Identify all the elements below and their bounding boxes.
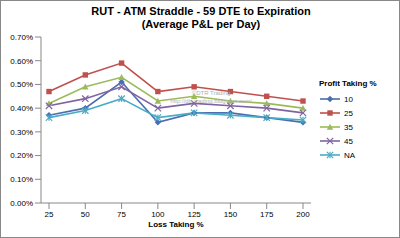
svg-text:0.20%: 0.20% bbox=[10, 151, 33, 160]
html-text:©DTR Trading: ©DTR Trading bbox=[191, 90, 231, 96]
svg-text:200: 200 bbox=[296, 210, 310, 219]
svg-text:125: 125 bbox=[187, 210, 201, 219]
svg-text:0.50%: 0.50% bbox=[10, 80, 33, 89]
svg-text:50: 50 bbox=[81, 210, 90, 219]
svg-text:25: 25 bbox=[45, 210, 54, 219]
svg-text:0.60%: 0.60% bbox=[10, 57, 33, 66]
html-text:45: 45 bbox=[344, 136, 353, 146]
svg-text:0.00%: 0.00% bbox=[10, 199, 33, 208]
svg-text:Loss Taking %: Loss Taking % bbox=[148, 220, 203, 229]
html-text:10: 10 bbox=[344, 94, 353, 104]
svg-text:0.10%: 0.10% bbox=[10, 175, 33, 184]
html-text:Profit Taking %: Profit Taking % bbox=[319, 79, 377, 88]
svg-text:0.70%: 0.70% bbox=[10, 33, 33, 42]
html-text:35: 35 bbox=[344, 122, 353, 132]
svg-text:150: 150 bbox=[224, 210, 238, 219]
svg-text:75: 75 bbox=[117, 210, 126, 219]
html-text:25: 25 bbox=[344, 108, 353, 118]
svg-text:0.40%: 0.40% bbox=[10, 104, 33, 113]
html-text:RUT - ATM Straddle - 59 DTE to: RUT - ATM Straddle - 59 DTE to Expiratio… bbox=[91, 5, 311, 17]
svg-text:175: 175 bbox=[260, 210, 274, 219]
html-text:http://dtr-trading.blogspot.co: http://dtr-trading.blogspot.com/ bbox=[170, 98, 252, 104]
html-text:(Average P&L per Day): (Average P&L per Day) bbox=[141, 18, 261, 30]
svg-text:100: 100 bbox=[151, 210, 165, 219]
html-text:NA: NA bbox=[344, 150, 356, 160]
svg-text:0.30%: 0.30% bbox=[10, 128, 33, 137]
